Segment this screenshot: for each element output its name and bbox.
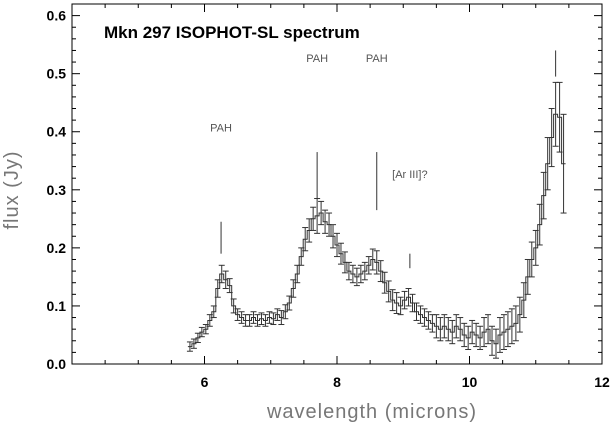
y-tick-label: 0.2 bbox=[47, 240, 67, 256]
spectrum-step-line bbox=[187, 113, 566, 348]
y-axis-title: flux (Jy) bbox=[1, 151, 23, 230]
y-tick-label: 0.1 bbox=[47, 298, 67, 314]
x-tick-label: 8 bbox=[333, 374, 341, 390]
x-axis-title: wavelength (microns) bbox=[266, 401, 477, 423]
annotation-label: [Ar III]? bbox=[392, 169, 427, 181]
y-tick-label: 0.0 bbox=[47, 356, 67, 372]
x-tick-label: 10 bbox=[462, 374, 478, 390]
y-tick-label: 0.5 bbox=[47, 66, 67, 82]
y-tick-label: 0.4 bbox=[47, 124, 67, 140]
y-tick-label: 0.3 bbox=[47, 182, 67, 198]
y-tick-label: 0.6 bbox=[47, 8, 67, 24]
annotation-label: PAH bbox=[210, 123, 232, 135]
error-bars bbox=[186, 81, 567, 359]
annotation-label: PAH bbox=[306, 53, 328, 65]
x-tick-label: 6 bbox=[201, 374, 209, 390]
x-tick-label: 12 bbox=[594, 374, 610, 390]
axis-ticks: 6 8 10 12 0.0 0.1 0.2 0.3 0.4 0.5 0.6 bbox=[47, 4, 610, 390]
plot-frame bbox=[71, 3, 603, 365]
annotation-label: PAH bbox=[366, 53, 388, 65]
chart-title: Mkn 297 ISOPHOT-SL spectrum bbox=[104, 23, 360, 42]
